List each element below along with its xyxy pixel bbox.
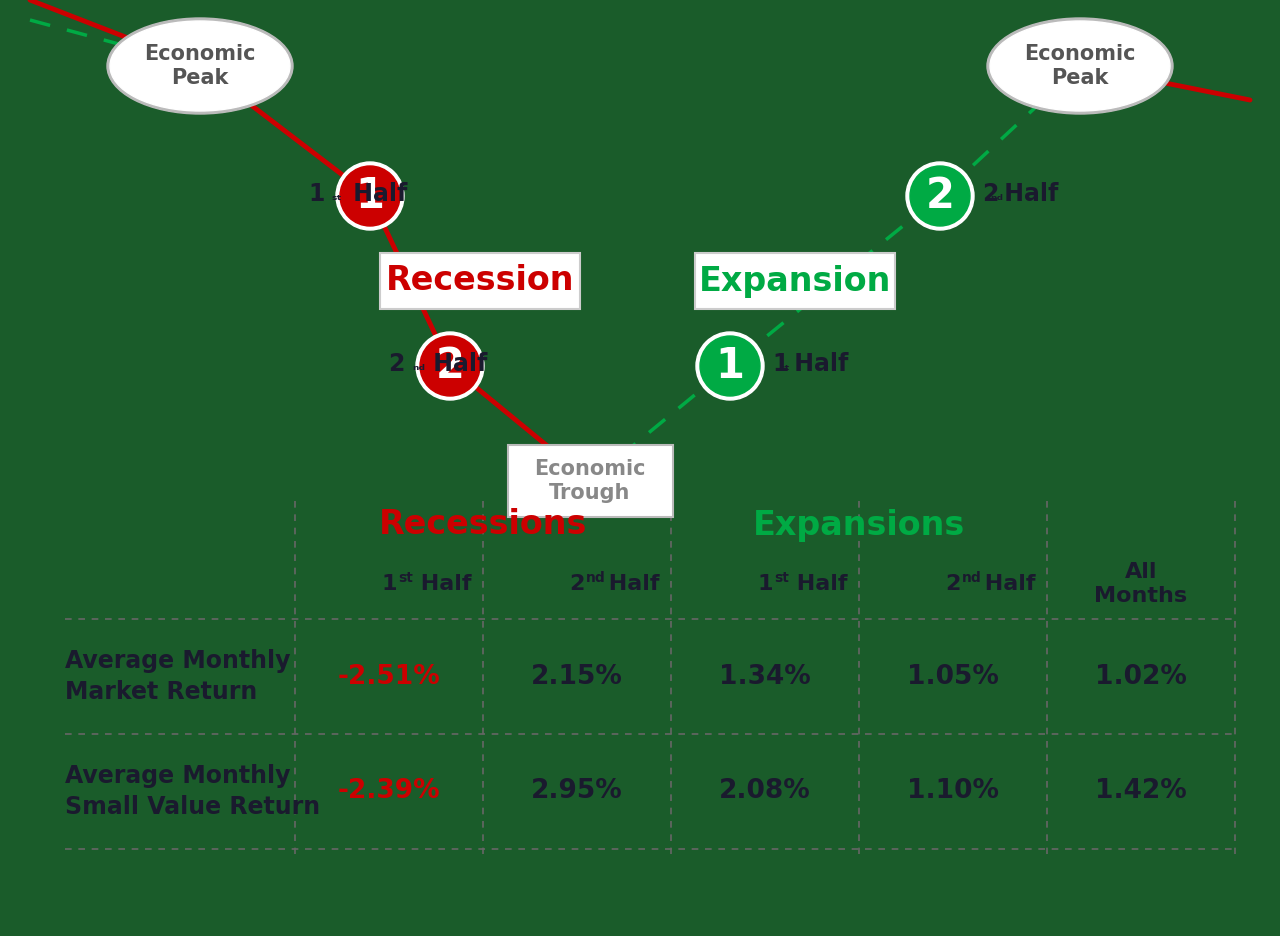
Text: All
Months: All Months — [1094, 562, 1188, 607]
Circle shape — [335, 162, 404, 230]
Text: Half: Half — [996, 182, 1059, 206]
Text: 1: 1 — [356, 175, 384, 217]
Text: Half: Half — [788, 574, 847, 594]
Circle shape — [910, 166, 970, 226]
Text: Half: Half — [977, 574, 1036, 594]
Text: 2: 2 — [570, 574, 585, 594]
Circle shape — [696, 332, 764, 400]
Text: 1.05%: 1.05% — [908, 664, 998, 690]
Text: Recessions: Recessions — [379, 508, 588, 542]
Text: nd: nd — [963, 571, 982, 585]
Circle shape — [340, 166, 399, 226]
Circle shape — [906, 162, 974, 230]
Text: Economic
Peak: Economic Peak — [145, 44, 256, 88]
Text: -2.39%: -2.39% — [338, 779, 440, 805]
FancyBboxPatch shape — [507, 445, 672, 517]
Text: 1.34%: 1.34% — [719, 664, 810, 690]
Text: 2: 2 — [946, 574, 961, 594]
Text: ˢᵗ: ˢᵗ — [332, 194, 343, 208]
Circle shape — [420, 336, 480, 396]
Text: Average Monthly
Small Value Return: Average Monthly Small Value Return — [65, 764, 320, 819]
Text: 1: 1 — [381, 574, 397, 594]
Text: nd: nd — [586, 571, 605, 585]
FancyBboxPatch shape — [380, 253, 580, 309]
Text: 2.15%: 2.15% — [531, 664, 623, 690]
Text: Half: Half — [425, 352, 488, 376]
Ellipse shape — [108, 18, 293, 114]
Text: 1.02%: 1.02% — [1096, 664, 1187, 690]
Ellipse shape — [110, 21, 291, 111]
Ellipse shape — [987, 18, 1172, 114]
Ellipse shape — [989, 21, 1170, 111]
Text: st: st — [398, 571, 413, 585]
Text: 2: 2 — [435, 345, 465, 387]
Text: 2.95%: 2.95% — [531, 779, 623, 805]
Text: 1: 1 — [758, 574, 773, 594]
Text: Half: Half — [346, 182, 407, 206]
Circle shape — [700, 336, 760, 396]
Text: ˢᵗ: ˢᵗ — [780, 364, 791, 378]
FancyBboxPatch shape — [695, 253, 895, 309]
Text: Average Monthly
Market Return: Average Monthly Market Return — [65, 649, 291, 704]
Text: Recession: Recession — [385, 265, 575, 298]
Text: 1.42%: 1.42% — [1096, 779, 1187, 805]
Text: 2: 2 — [389, 352, 404, 376]
Text: Half: Half — [413, 574, 471, 594]
Text: 2: 2 — [982, 182, 998, 206]
Text: ⁿᵈ: ⁿᵈ — [412, 364, 425, 378]
Text: 2: 2 — [925, 175, 955, 217]
Text: Expansion: Expansion — [699, 265, 891, 298]
Text: 1: 1 — [716, 345, 745, 387]
Text: st: st — [774, 571, 788, 585]
Text: 2.08%: 2.08% — [719, 779, 810, 805]
Text: ⁿᵈ: ⁿᵈ — [989, 194, 1004, 208]
Circle shape — [416, 332, 484, 400]
Text: Expansions: Expansions — [753, 508, 965, 542]
Text: Economic
Peak: Economic Peak — [1024, 44, 1135, 88]
Text: -2.51%: -2.51% — [338, 664, 440, 690]
Text: 1: 1 — [772, 352, 788, 376]
Text: Half: Half — [786, 352, 849, 376]
Text: 1: 1 — [308, 182, 325, 206]
Text: 1.10%: 1.10% — [908, 779, 998, 805]
Text: Economic
Trough: Economic Trough — [534, 460, 645, 503]
Text: Half: Half — [602, 574, 659, 594]
